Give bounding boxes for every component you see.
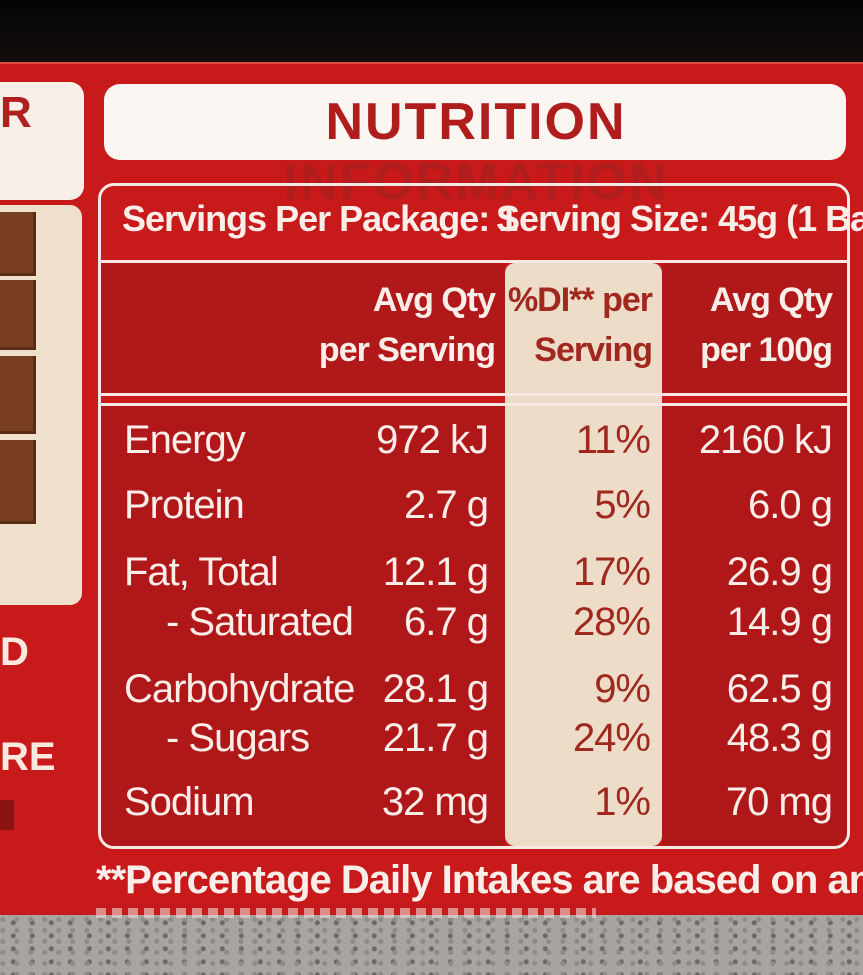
divider bbox=[100, 260, 848, 263]
header-line: Avg Qty bbox=[709, 281, 833, 319]
nutrient-row-protein: Protein 2.7 g 5% 6.0 g bbox=[0, 483, 863, 537]
title-banner: NUTRITION INFORMATION bbox=[104, 84, 846, 211]
nutrient-name: - Sugars bbox=[166, 716, 310, 760]
packaging-text-fragment: R bbox=[0, 88, 32, 137]
qty-per-serving: 32 mg bbox=[381, 780, 489, 824]
countertop bbox=[0, 915, 863, 975]
header-per-serving: Avg Qty per Serving bbox=[290, 275, 496, 375]
qty-per-100g: 26.9 g bbox=[726, 550, 833, 594]
qty-per-100g: 2160 kJ bbox=[698, 418, 833, 462]
nutrient-name: Energy bbox=[124, 418, 246, 462]
column-shade bbox=[100, 406, 505, 846]
header-line: per Serving bbox=[318, 331, 496, 369]
di-percent: 5% bbox=[594, 483, 651, 527]
column-shade bbox=[100, 263, 505, 393]
nutrient-row-fat-total: Fat, Total 12.1 g 17% 26.9 g bbox=[0, 550, 863, 604]
di-percent: 28% bbox=[572, 600, 651, 644]
nutrient-name: - Saturated bbox=[166, 600, 354, 644]
header-line: Serving bbox=[534, 331, 653, 369]
qty-per-serving: 972 kJ bbox=[376, 418, 489, 462]
nutrient-row-saturated: - Saturated 6.7 g 28% 14.9 g bbox=[0, 600, 863, 654]
packaging-text-fragment: RE bbox=[0, 735, 56, 779]
header-line: %DI** per bbox=[507, 281, 653, 319]
nutrient-row-carbohydrate: Carbohydrate 28.1 g 9% 62.5 g bbox=[0, 667, 863, 721]
qty-per-serving: 6.7 g bbox=[404, 600, 489, 644]
background-shadow bbox=[0, 0, 863, 62]
di-percent: 24% bbox=[572, 716, 651, 760]
divider bbox=[100, 393, 848, 396]
nutrient-row-energy: Energy 972 kJ 11% 2160 kJ bbox=[0, 418, 863, 472]
chocolate-block bbox=[0, 280, 36, 350]
di-percent: 11% bbox=[575, 418, 651, 462]
qty-per-100g: 6.0 g bbox=[748, 483, 833, 527]
header-line: per 100g bbox=[700, 331, 833, 369]
chocolate-block bbox=[0, 440, 36, 524]
nutrient-name: Protein bbox=[124, 483, 245, 527]
qty-per-100g: 62.5 g bbox=[726, 667, 833, 711]
nutrition-title: NUTRITION INFORMATION bbox=[283, 93, 669, 211]
header-di-per-serving: %DI** per Serving bbox=[506, 275, 653, 375]
column-shade bbox=[662, 406, 848, 846]
chocolate-block bbox=[0, 356, 36, 434]
qty-per-serving: 28.1 g bbox=[382, 667, 489, 711]
nutrient-name: Sodium bbox=[124, 780, 255, 824]
nutrition-panel bbox=[98, 183, 850, 849]
nutrient-name: Fat, Total bbox=[124, 550, 279, 594]
qty-per-100g: 48.3 g bbox=[726, 716, 833, 760]
serving-size: Serving Size: 45g (1 Bar) bbox=[496, 198, 863, 239]
chocolate-block bbox=[0, 212, 36, 276]
packaging-text-fragment: D bbox=[0, 630, 29, 674]
qty-per-100g: 14.9 g bbox=[726, 600, 833, 644]
qty-per-serving: 12.1 g bbox=[382, 550, 489, 594]
nutrient-row-sodium: Sodium 32 mg 1% 70 mg bbox=[0, 780, 863, 834]
packaging-mark bbox=[0, 800, 14, 830]
di-percent: 1% bbox=[594, 780, 651, 824]
qty-per-serving: 2.7 g bbox=[404, 483, 489, 527]
nutrient-name: Carbohydrate bbox=[124, 667, 355, 711]
qty-per-serving: 21.7 g bbox=[382, 716, 489, 760]
di-percent: 9% bbox=[594, 667, 651, 711]
di-percent: 17% bbox=[572, 550, 651, 594]
di-column-highlight bbox=[505, 263, 662, 846]
nutrient-row-sugars: - Sugars 21.7 g 24% 48.3 g bbox=[0, 716, 863, 770]
column-shade bbox=[662, 263, 848, 393]
header-per-100g: Avg Qty per 100g bbox=[662, 275, 833, 375]
footnote-cut-off-line bbox=[96, 908, 596, 918]
divider bbox=[100, 403, 848, 406]
packaging-left-strip bbox=[0, 82, 84, 200]
servings-per-package: Servings Per Package: 1 bbox=[122, 198, 518, 239]
footnote: **Percentage Daily Intakes are based on … bbox=[96, 858, 863, 902]
header-line: Avg Qty bbox=[372, 281, 496, 319]
qty-per-100g: 70 mg bbox=[725, 780, 833, 824]
